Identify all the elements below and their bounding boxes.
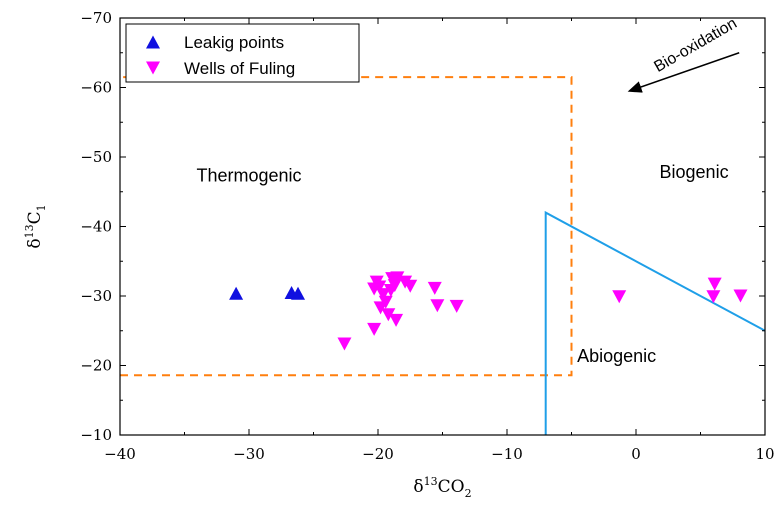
well-point xyxy=(367,322,382,336)
x-tick-label: −30 xyxy=(233,445,265,463)
well-point xyxy=(381,308,396,322)
region-label-thermogenic: Thermogenic xyxy=(196,165,301,185)
region-label-abiogenic: Abiogenic xyxy=(577,346,656,366)
y-tick-label: −50 xyxy=(80,148,112,166)
legend-marker xyxy=(146,35,160,49)
legend-box xyxy=(125,23,360,83)
well-point xyxy=(733,289,748,303)
y-tick-label: −60 xyxy=(80,79,112,97)
bio-oxidation-arrow xyxy=(627,52,740,93)
y-tick-label: −40 xyxy=(80,218,112,236)
y-tick-label: −20 xyxy=(80,357,112,375)
well-point xyxy=(427,281,442,295)
well-point xyxy=(403,279,418,293)
leak-point xyxy=(229,286,244,300)
x-tick-label: −10 xyxy=(491,445,523,463)
x-tick-label: 10 xyxy=(755,445,774,463)
well-point xyxy=(390,271,405,285)
well-point xyxy=(612,290,627,304)
y-axis-title: δ13C1 xyxy=(23,204,48,248)
well-point xyxy=(706,290,721,304)
region-boundary-abiogenic xyxy=(544,210,766,435)
leak-point xyxy=(291,286,306,300)
y-tick-label: −70 xyxy=(80,9,112,27)
legend-label: Leakig points xyxy=(184,33,284,52)
well-point xyxy=(707,277,722,291)
well-point xyxy=(389,313,404,327)
x-tick-label: 0 xyxy=(631,445,641,463)
y-tick-label: −30 xyxy=(80,287,112,305)
well-point xyxy=(378,295,393,309)
legend-label: Wells of Fuling xyxy=(184,59,295,78)
well-point xyxy=(430,299,445,313)
well-point xyxy=(449,299,464,313)
points-layer xyxy=(229,271,748,351)
well-point xyxy=(376,288,391,302)
x-axis-title: δ13CO2 xyxy=(413,475,471,500)
x-tick-label: −40 xyxy=(104,445,136,463)
region-boundary-thermogenic xyxy=(120,76,573,377)
region-label-biogenic: Biogenic xyxy=(660,162,729,182)
y-tick-label: −10 xyxy=(80,426,112,444)
well-point xyxy=(372,280,387,294)
ticks-layer: −40 −30 −20 −10 0 10 −10 −20 −30 −40 −50 −60 −70 xyxy=(80,9,774,463)
x-tick-label: −20 xyxy=(362,445,394,463)
legend: Leakig points Wells of Fuling xyxy=(125,23,360,83)
labels-layer: Thermogenic Abiogenic Biogenic Bio-oxidatio… xyxy=(23,15,740,500)
legend-marker xyxy=(146,61,160,75)
regions-layer xyxy=(120,76,766,435)
bio-oxidation-label: Bio-oxidation xyxy=(651,15,740,76)
well-point xyxy=(337,337,352,351)
